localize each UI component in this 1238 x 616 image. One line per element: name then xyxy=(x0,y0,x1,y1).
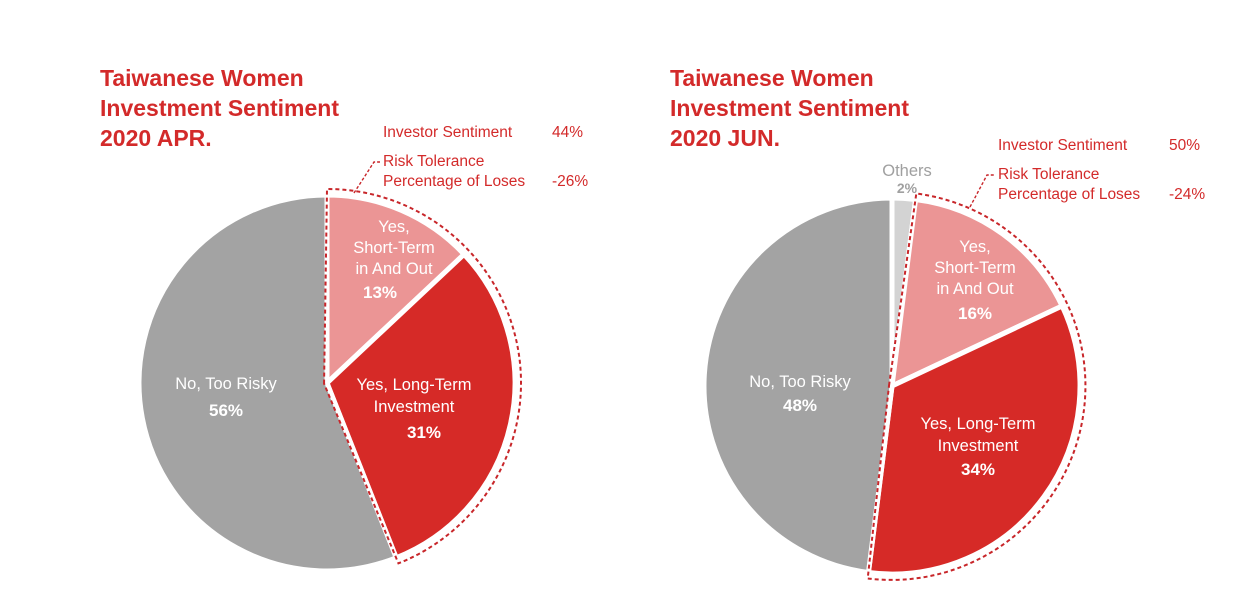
chart-apr-short-term-label-line-1: Yes, xyxy=(378,218,410,236)
chart-apr-risk-tolerance-leader xyxy=(353,161,380,194)
chart-apr-title-line-3: 2020 APR. xyxy=(100,125,212,151)
chart-jun-title-line-3: 2020 JUN. xyxy=(670,125,780,151)
chart-apr-slice-no-risky xyxy=(136,192,399,574)
chart-jun-title-line-1: Taiwanese Women xyxy=(670,65,874,91)
chart-apr-slice-long-term xyxy=(324,251,518,561)
chart-apr-long-term-value: 31% xyxy=(407,423,441,442)
chart-jun-risk-tolerance-label: Risk Tolerance xyxy=(998,166,1099,183)
chart-apr-investor-sentiment-outline xyxy=(323,187,522,565)
chart-jun-slice-no-risky xyxy=(701,195,895,576)
chart-jun-no-risky-label: No, Too Risky xyxy=(749,373,851,391)
chart-jun-others-label: Others xyxy=(882,162,932,180)
chart-jun-risk-tolerance-value: -24% xyxy=(1169,186,1205,203)
chart-jun-long-term-value: 34% xyxy=(961,460,995,479)
pie-apr xyxy=(136,187,522,574)
chart-jun-short-term-label-line-3: in And Out xyxy=(936,280,1013,298)
chart-jun-investor-sentiment-label: Investor Sentiment xyxy=(998,137,1128,154)
chart-apr-short-term-value: 13% xyxy=(363,283,397,302)
chart-jun-title-line-2: Investment Sentiment xyxy=(670,95,909,121)
chart-apr-no-risky-value: 56% xyxy=(209,401,243,420)
chart-apr-title-line-2: Investment Sentiment xyxy=(100,95,339,121)
chart-apr-long-term-label-line-1: Yes, Long-Term xyxy=(357,376,472,394)
chart-apr-title-line-1: Taiwanese Women xyxy=(100,65,304,91)
chart-jun-investor-sentiment-value: 50% xyxy=(1169,137,1200,154)
chart-apr: Taiwanese Women Investment Sentiment 202… xyxy=(100,65,588,574)
chart-apr-short-term-label-line-3: in And Out xyxy=(355,260,432,278)
chart-jun-others-value: 2% xyxy=(897,180,918,196)
chart-apr-short-term-label-line-2: Short-Term xyxy=(353,239,435,257)
chart-apr-long-term-label-line-2: Investment xyxy=(374,398,455,416)
chart-jun-short-term-label-line-1: Yes, xyxy=(959,238,991,256)
chart-apr-risk-tolerance-label: Risk Tolerance xyxy=(383,153,484,170)
chart-apr-slice-short-term xyxy=(324,192,467,386)
chart-jun-long-term-label-line-1: Yes, Long-Term xyxy=(921,415,1036,433)
chart-apr-risk-percentage-label: Percentage of Loses xyxy=(383,173,525,190)
chart-jun-risk-tolerance-leader xyxy=(969,174,994,208)
chart-apr-risk-tolerance-value: -26% xyxy=(552,173,588,190)
chart-jun-short-term-value: 16% xyxy=(958,304,992,323)
chart-jun-investor-sentiment-outline xyxy=(866,192,1087,581)
chart-jun-short-term-label-line-2: Short-Term xyxy=(934,259,1016,277)
chart-jun-risk-percentage-label: Percentage of Loses xyxy=(998,186,1140,203)
chart-apr-no-risky-label: No, Too Risky xyxy=(175,375,277,393)
chart-jun-slice-long-term xyxy=(865,303,1083,577)
chart-jun-long-term-label-line-2: Investment xyxy=(938,437,1019,455)
chart-jun-slice-short-term xyxy=(889,196,1065,389)
chart-jun-no-risky-value: 48% xyxy=(783,396,817,415)
chart-jun: Taiwanese Women Investment Sentiment 202… xyxy=(670,65,1205,581)
chart-apr-investor-sentiment-value: 44% xyxy=(552,124,583,141)
pie-jun xyxy=(701,192,1087,581)
chart-apr-investor-sentiment-label: Investor Sentiment xyxy=(383,124,513,141)
